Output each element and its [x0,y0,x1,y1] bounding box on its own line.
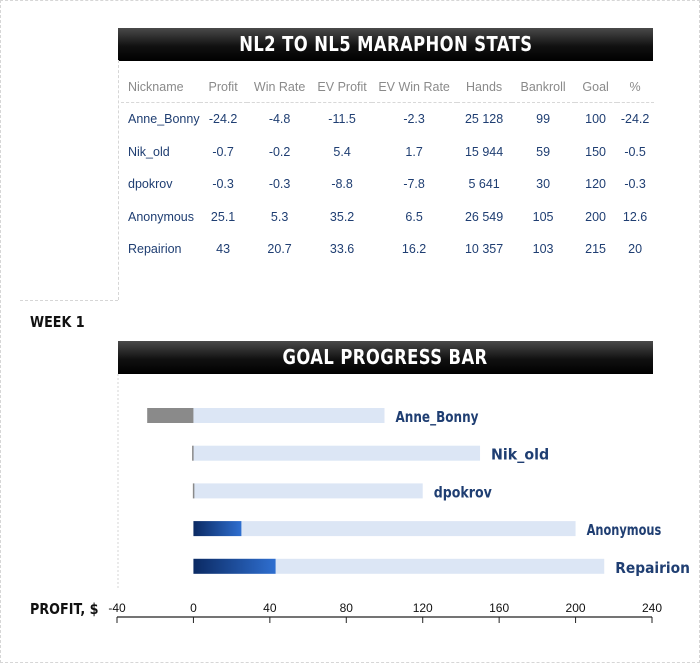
cell-ev-profit: 33.6 [329,242,355,257]
table-row: Nik_old -0.7 -0.2 5.4 1.7 15 944 59 150 … [121,136,654,169]
stats-table: Nickname Profit Win Rate EV Profit EV Wi… [121,72,654,266]
cell-win-rate: 20.7 [267,242,292,257]
cell-hands: 26 549 [464,209,504,224]
goal-bar [193,445,481,461]
table-row: Repairion 43 20.7 33.6 16.2 10 357 103 2… [121,233,654,266]
week-label: WEEK 1 [30,313,85,331]
col-nickname: Nickname [121,72,200,103]
goal-bar [193,521,576,537]
cell-ev-win-rate: -2.3 [403,112,425,127]
cell-profit: -24.2 [208,112,238,127]
cell-nickname: dpokrov [128,177,173,192]
chart-title-bar: GOAL PROGRESS BAR [118,341,653,374]
col-ev-win-rate: EV Win Rate [371,72,457,103]
stats-header-row: Nickname Profit Win Rate EV Profit EV Wi… [121,72,654,103]
cell-win-rate: -4.8 [268,112,291,127]
x-tick-label: 40 [263,601,277,615]
cell-hands: 15 944 [464,144,504,159]
cell-bankroll: 105 [532,209,554,224]
table-row: Anonymous 25.1 5.3 35.2 6.5 26 549 105 2… [121,201,654,234]
cell-bankroll: 59 [536,144,551,159]
cell-goal: 215 [585,242,607,257]
table-row: Anne_Bonny -24.2 -4.8 -11.5 -2.3 25 128 … [121,103,654,136]
cell-ev-profit: -11.5 [328,112,356,127]
bar-label: Anne_Bonny [396,408,479,426]
cell-bankroll: 99 [536,112,551,127]
x-tick-label: -40 [108,601,126,615]
cell-nickname: Nik_old [128,144,170,159]
goal-bar [193,558,605,574]
profit-bar [147,408,194,423]
cell-hands: 5 641 [468,177,500,192]
bar-label: Repairion [615,559,690,577]
x-axis-label: PROFIT, $ [30,600,99,618]
cell-bankroll: 103 [532,242,554,257]
x-tick-label: 200 [566,601,586,615]
profit-bar [193,521,242,537]
x-tick-label: 160 [489,601,509,615]
week-divider [20,300,118,301]
col-hands: Hands [456,72,512,103]
bar-label: Nik_old [491,446,549,464]
cell-ev-profit: 35.2 [329,209,355,224]
cell-ev-win-rate: 6.5 [405,209,423,224]
cell-bankroll: 30 [536,177,551,192]
cell-ev-win-rate: 1.7 [405,144,423,159]
col-goal: Goal [574,72,617,103]
cell-hands: 10 357 [464,242,504,257]
cell-goal: 100 [585,112,607,127]
cell-win-rate: 5.3 [270,209,289,224]
x-tick-label: 80 [340,601,354,615]
profit-bar [192,483,195,499]
cell-goal: 150 [585,144,607,159]
cell-percent: -0.3 [624,177,646,192]
chart-title: GOAL PROGRESS BAR [282,345,489,369]
col-ev-profit: EV Profit [312,72,372,103]
cell-nickname: Repairion [128,242,182,257]
goal-bar [193,408,385,423]
cell-ev-win-rate: -7.8 [403,177,425,192]
x-tick-label: 120 [413,601,433,615]
x-tick-label: 240 [642,601,662,615]
cell-ev-profit: 5.4 [333,144,351,159]
table-row: dpokrov -0.3 -0.3 -8.8 -7.8 5 641 30 120… [121,168,654,201]
cell-ev-profit: -8.8 [331,177,353,192]
cell-percent: -24.2 [620,112,650,127]
table-left-divider [118,60,119,300]
profit-bar [192,445,194,461]
cell-profit: 43 [216,242,231,257]
cell-profit: -0.3 [212,177,234,192]
cell-goal: 120 [585,177,607,192]
col-profit: Profit [199,72,247,103]
cell-win-rate: -0.2 [268,144,291,159]
bar-label: dpokrov [434,483,492,501]
cell-goal: 200 [585,209,607,224]
cell-nickname: Anonymous [128,209,195,224]
cell-percent: 12.6 [622,209,648,224]
cell-nickname: Anne_Bonny [128,112,200,127]
col-bankroll: Bankroll [511,72,575,103]
cell-profit: -0.7 [212,144,234,159]
goal-bar [193,483,423,499]
col-percent: % [616,72,654,103]
x-tick-label: 0 [190,601,197,615]
col-win-rate: Win Rate [246,72,313,103]
stats-title: NL2 TO NL5 MARAPHON STATS [238,32,533,56]
stats-title-bar: NL2 TO NL5 MARAPHON STATS [118,28,653,61]
cell-percent: -0.5 [624,144,646,159]
profit-bar [193,558,276,574]
cell-profit: 25.1 [210,209,236,224]
cell-percent: 20 [628,242,643,257]
cell-win-rate: -0.3 [268,177,291,192]
cell-hands: 25 128 [464,112,504,127]
bar-label: Anonymous [587,521,662,539]
cell-ev-win-rate: 16.2 [401,242,427,257]
